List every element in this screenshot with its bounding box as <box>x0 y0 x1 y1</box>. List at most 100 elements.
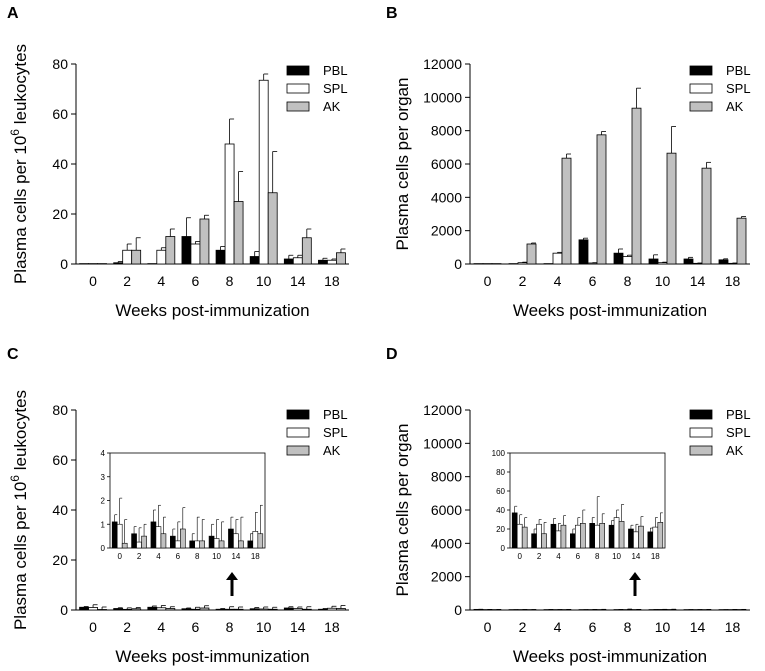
legend-label-ak: AK <box>726 99 744 114</box>
y-tick-label: 10000 <box>423 435 462 451</box>
legend-label-pbl: PBL <box>726 63 751 78</box>
x-axis-title: Weeks post-immunization <box>115 647 309 666</box>
x-tick-label: 4 <box>554 273 562 289</box>
x-tick-label: 10 <box>256 619 272 635</box>
bar-spl-18 <box>727 262 738 265</box>
x-tick-label: 8 <box>226 273 234 289</box>
inset-y-tick-label: 0 <box>501 544 506 553</box>
y-tick-label: 6000 <box>431 502 462 518</box>
inset-bar-spl-0 <box>516 523 523 549</box>
x-tick-label: 4 <box>157 619 165 635</box>
x-tick-label: 0 <box>484 273 492 289</box>
bar-pbl-8 <box>613 252 624 265</box>
inset-bar-spl-2 <box>136 541 142 549</box>
legend-swatch-spl <box>689 427 713 438</box>
y-tick-label: 4000 <box>431 189 462 205</box>
y-tick-label: 0 <box>454 602 462 618</box>
bar-spl-14 <box>692 262 703 265</box>
x-tick-label: 10 <box>655 619 671 635</box>
bar-spl-4 <box>156 607 167 611</box>
bar-pbl-4 <box>147 606 158 611</box>
legend-label-spl: SPL <box>726 81 751 96</box>
inset-bar-spl-4 <box>155 526 162 549</box>
inset-bar-pbl-2 <box>531 533 537 549</box>
bar-ak-4 <box>165 608 176 611</box>
y-tick-label: 40 <box>52 502 68 518</box>
bar-ak-6 <box>596 134 607 265</box>
bar-ak-18 <box>736 217 747 265</box>
inset-bar-pbl-8 <box>589 522 595 549</box>
inset-bar-pbl-2 <box>131 533 137 549</box>
inset-bar-ak-0 <box>121 542 128 549</box>
inset-bar-ak-0 <box>521 526 528 549</box>
bar-ak-4 <box>561 157 572 265</box>
inset-x-tick-label: 8 <box>595 552 600 561</box>
x-tick-label: 2 <box>519 273 527 289</box>
inset-bar-pbl-6 <box>170 535 176 549</box>
inset-y-tick-label: 100 <box>492 449 506 458</box>
x-axis-title: Weeks post-immunization <box>513 647 707 666</box>
legend-swatch-spl <box>689 83 713 94</box>
inset-y-tick-label: 60 <box>496 487 505 496</box>
panel-a: A 0 20 40 60 80 0 2 4 6 8 10 14 18 Weeks post-immuniza… <box>7 5 349 320</box>
inset-x-tick-label: 14 <box>631 552 640 561</box>
inset-bar-pbl-6 <box>570 533 576 549</box>
bar-spl-4 <box>552 252 563 265</box>
inset-frame <box>109 452 266 549</box>
legend-swatch-ak <box>286 445 310 456</box>
inset-bar-ak-2 <box>141 535 147 549</box>
bar-spl-8 <box>622 256 633 265</box>
inset-bar-spl-10 <box>213 538 220 549</box>
inset-bar-pbl-4 <box>150 521 157 549</box>
y-tick-label: 20 <box>52 206 68 222</box>
inset-x-tick-label: 4 <box>556 552 561 561</box>
bar-ak-0 <box>97 609 107 611</box>
bar-ak-10 <box>267 608 278 611</box>
bar-spl-10 <box>657 262 668 265</box>
inset-x-tick-label: 14 <box>231 552 240 561</box>
inset-y-tick-label: 20 <box>496 525 505 534</box>
panel-label: B <box>386 5 398 22</box>
bar-pbl-0 <box>79 606 89 611</box>
x-tick-label: 6 <box>589 619 597 635</box>
inset-bar-spl-14 <box>233 533 239 549</box>
x-tick-label: 6 <box>192 273 200 289</box>
bar-ak-2 <box>131 608 142 611</box>
legend-swatch-pbl <box>689 409 713 420</box>
bar-ak-18 <box>336 608 346 611</box>
inset-x-tick-label: 8 <box>195 552 200 561</box>
inset-bar-ak-14 <box>238 540 244 549</box>
inset-bar-spl-6 <box>575 524 581 549</box>
y-tick-label: 10000 <box>423 89 462 105</box>
bar-spl-0 <box>88 607 98 611</box>
inset-bar-ak-10 <box>218 540 225 549</box>
bar-spl-4 <box>156 249 167 265</box>
y-tick-label: 8000 <box>431 469 462 485</box>
inset-bar-ak-10 <box>618 521 625 549</box>
inset-y-tick-label: 80 <box>496 468 505 477</box>
inset-bar-pbl-10 <box>208 535 215 549</box>
y-tick-label: 4000 <box>431 535 462 551</box>
legend-label-ak: AK <box>323 443 341 458</box>
panel-label: D <box>386 346 398 363</box>
legend-swatch-pbl <box>286 409 310 420</box>
bar-spl-2 <box>122 608 133 611</box>
inset-bar-pbl-4 <box>550 523 557 549</box>
y-tick-label: 40 <box>52 156 68 172</box>
legend-label-ak: AK <box>323 99 341 114</box>
bar-ak-6 <box>199 218 210 265</box>
bar-spl-18 <box>327 607 337 611</box>
bar-spl-8 <box>224 608 235 611</box>
inset-chart: 0 20 40 60 80 100 0 2 4 6 8 10 14 18 <box>492 449 666 561</box>
x-tick-label: 2 <box>519 619 527 635</box>
annotation-arrow-head <box>226 572 238 580</box>
y-axis-title-text: Plasma cells per organ <box>393 424 412 597</box>
bar-pbl-14 <box>283 258 294 265</box>
inset-x-tick-label: 18 <box>651 552 660 561</box>
inset-x-tick-label: 4 <box>156 552 161 561</box>
bar-pbl-6 <box>578 239 589 265</box>
inset-bar-pbl-10 <box>608 524 615 549</box>
y-axis-title-superscript: 6 <box>8 129 22 136</box>
inset-bar-pbl-14 <box>228 528 234 549</box>
